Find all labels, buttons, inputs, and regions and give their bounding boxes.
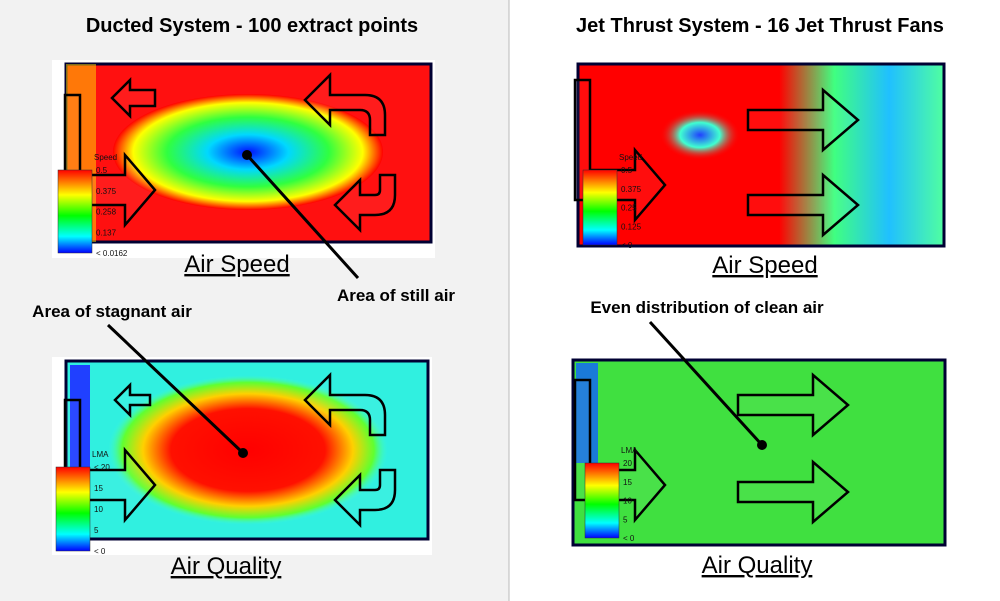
colorbar xyxy=(57,169,93,254)
legend-label: 0.137 xyxy=(96,228,117,237)
legend-label: < 0.0162 xyxy=(96,249,128,258)
legend-label: 20 xyxy=(623,459,632,468)
legend-label: 0.375 xyxy=(621,185,642,194)
legend-label: 0.5 xyxy=(621,166,633,175)
right-speed-map xyxy=(573,62,946,248)
pointer-dot xyxy=(238,448,248,458)
legend-label: < 20 xyxy=(94,463,110,472)
legend-label: < 0 xyxy=(621,241,633,250)
legend-label: < 0 xyxy=(623,534,635,543)
legend-label: 15 xyxy=(94,484,103,493)
annotation: Area of stagnant air xyxy=(32,302,192,321)
annotation: Even distribution of clean air xyxy=(590,298,824,317)
pointer-dot xyxy=(242,150,252,160)
left-speed-map xyxy=(52,60,435,258)
legend-label: 0.375 xyxy=(96,187,117,196)
legend-title: LMA xyxy=(621,446,638,455)
panel-title: Jet Thrust System - 16 Jet Thrust Fans xyxy=(576,15,944,37)
colorbar xyxy=(582,169,618,246)
annotation: Area of still air xyxy=(337,286,455,305)
legend-label: 0.125 xyxy=(621,222,642,231)
legend-label: 5 xyxy=(94,526,99,535)
legend-label: 15 xyxy=(623,478,632,487)
caption: Air Speed xyxy=(184,251,289,278)
legend-label: 0.258 xyxy=(96,208,117,217)
legend-label: 0.5 xyxy=(96,166,108,175)
caption: Air Quality xyxy=(171,553,282,580)
panel-title: Ducted System - 100 extract points xyxy=(86,15,418,37)
colorbar xyxy=(55,466,91,552)
legend-label: 5 xyxy=(623,515,628,524)
pointer xyxy=(648,320,764,447)
legend-label: 0.25 xyxy=(621,204,637,213)
legend-label: 10 xyxy=(94,505,103,514)
legend-label: < 0 xyxy=(94,547,106,556)
legend-title: Speed xyxy=(619,153,642,162)
caption: Air Speed xyxy=(712,252,817,279)
legend-title: Speed xyxy=(94,153,117,162)
caption: Air Quality xyxy=(702,552,813,579)
legend-label: 10 xyxy=(623,497,632,506)
right-quality-map xyxy=(571,358,947,547)
pointer xyxy=(106,323,245,455)
pointer-dot xyxy=(757,440,767,450)
left-quality-map xyxy=(52,357,432,555)
legend-title: LMA xyxy=(92,450,109,459)
colorbar xyxy=(584,462,620,539)
pointer xyxy=(245,153,360,280)
